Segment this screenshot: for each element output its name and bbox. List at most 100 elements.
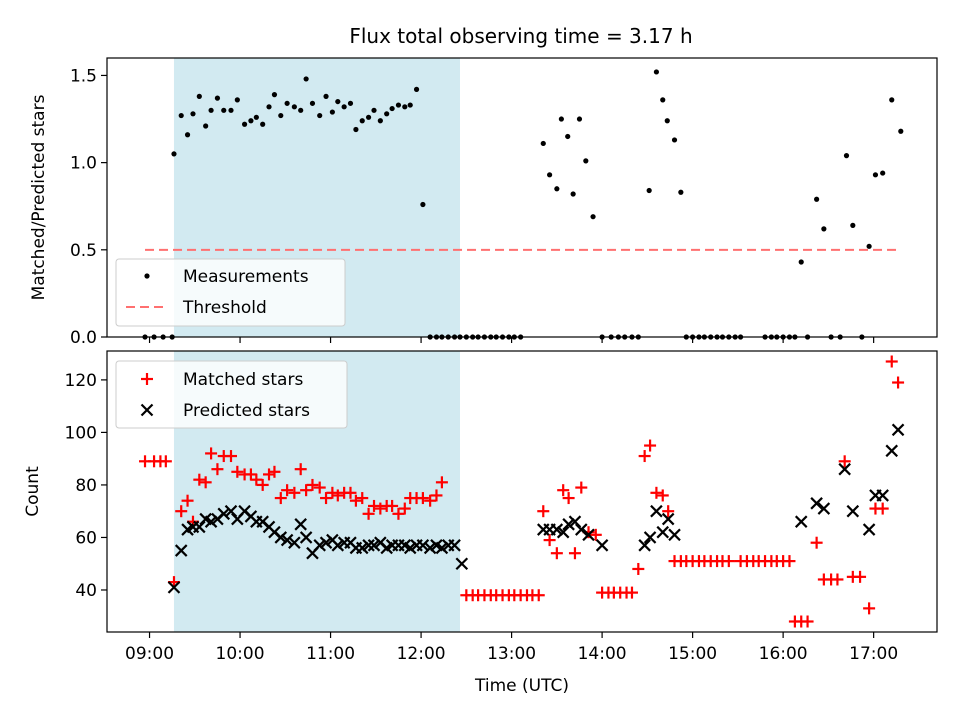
count-y-tick-label: 100 <box>65 423 97 443</box>
measurement-point <box>208 107 214 113</box>
time-x-tick-label: 12:00 <box>397 644 446 664</box>
matched-stars-point <box>575 481 588 494</box>
matched-stars-point <box>435 476 448 489</box>
matched-stars-point <box>356 492 369 505</box>
ratio-y-axis: 0.0 0.5 1.0 1.5 <box>70 66 107 348</box>
measurement-point <box>329 109 335 115</box>
matched-stars-point <box>331 489 344 502</box>
predicted-stars-point <box>455 557 469 570</box>
predicted-stars-point <box>416 539 430 552</box>
matched-stars-point <box>876 502 889 515</box>
time-x-axis: 09:00 10:00 11:00 12:00 13:00 14:00 15:00 16:00… <box>125 632 898 664</box>
measurement-point <box>203 123 209 129</box>
count-y-axis-label: Count <box>23 466 43 517</box>
count-legend: Matched stars Predicted stars <box>115 360 348 429</box>
ratio-y-tick-label: 0.0 <box>70 328 97 348</box>
matched-stars-point <box>885 355 898 368</box>
legend-measurements-label: Measurements <box>183 267 309 287</box>
ratio-y-axis-label: Matched/Predicted stars <box>29 94 49 300</box>
predicted-stars-point <box>556 525 570 539</box>
matched-stars-point <box>193 473 206 486</box>
matched-stars-point <box>368 499 381 512</box>
matched-stars-point <box>557 484 570 497</box>
measurement-point <box>889 97 895 103</box>
measurement-point <box>850 222 856 228</box>
measurement-point <box>184 132 191 138</box>
measurement-point <box>335 98 341 105</box>
time-x-tick-label: 15:00 <box>668 644 717 664</box>
matched-stars-point <box>644 439 657 452</box>
measurement-point <box>843 153 850 159</box>
matched-stars-point <box>398 502 411 515</box>
predicted-stars-point <box>423 541 437 555</box>
measurement-point <box>872 172 879 178</box>
count-panel: 40 60 80 100 120 09:00 10:00 11:00 12:00 13:00 14… <box>23 350 938 696</box>
matched-stars-point <box>430 489 443 502</box>
predicted-stars-point <box>661 512 675 526</box>
matched-stars-point <box>831 573 844 586</box>
matched-stars-point <box>159 455 172 468</box>
count-plot-frame <box>106 350 938 633</box>
matched-stars-point <box>386 499 399 512</box>
predicted-stars-point <box>403 541 417 555</box>
measurement-point <box>898 128 904 134</box>
measurement-point <box>317 112 323 119</box>
legend-measurements-marker <box>144 273 150 279</box>
ratio-plot-frame <box>106 57 938 338</box>
measurement-point <box>284 100 290 106</box>
matched-stars-point <box>288 486 301 499</box>
legend-matched-label: Matched stars <box>183 370 303 390</box>
matched-stars-point <box>205 447 218 460</box>
measurement-point <box>298 107 304 113</box>
count-y-tick-label: 40 <box>75 581 97 601</box>
matched-stars-point <box>550 547 563 560</box>
matched-stars-point <box>801 615 814 628</box>
matched-stars-point <box>783 555 796 568</box>
measurement-point <box>814 196 820 202</box>
matched-stars-point <box>562 492 575 505</box>
time-x-tick-label: 17:00 <box>849 644 898 664</box>
predicted-stars-point <box>280 533 294 547</box>
predicted-stars-point <box>367 539 381 552</box>
measurement-point <box>570 191 576 197</box>
matched-stars-point <box>810 536 823 549</box>
measurement-point <box>880 170 886 176</box>
measurement-point <box>291 104 297 110</box>
matched-stars-point <box>722 555 735 568</box>
predicted-stars-point <box>217 507 231 521</box>
predicted-stars-point <box>319 536 333 549</box>
matched-stars-point <box>300 484 313 497</box>
predicted-stars-point <box>331 539 345 552</box>
measurement-point <box>266 104 272 110</box>
predicted-stars-point <box>299 531 313 544</box>
measurement-point <box>190 111 196 117</box>
predicted-stars-point <box>650 504 663 518</box>
measurement-point <box>377 118 383 124</box>
predicted-stars-point <box>846 504 860 518</box>
predicted-stars-point <box>174 544 188 557</box>
predicted-stars-point <box>862 523 876 536</box>
time-x-axis-label: Time (UTC) <box>474 676 569 696</box>
predicted-stars-point <box>575 523 588 536</box>
time-x-tick-label: 09:00 <box>125 644 174 664</box>
predicted-stars-point <box>288 536 301 549</box>
predicted-stars-point <box>204 515 218 528</box>
matched-stars-point <box>424 494 437 507</box>
predicted-stars-point <box>817 502 831 515</box>
measurement-point <box>395 102 402 108</box>
measurement-point <box>565 133 571 140</box>
measurement-point <box>540 140 546 147</box>
matched-stars-point <box>362 507 375 520</box>
time-x-tick-label: 14:00 <box>578 644 627 664</box>
predicted-stars-point <box>448 539 461 552</box>
predicted-stars-point <box>891 423 905 437</box>
measurement-point <box>420 201 426 208</box>
measurement-point <box>407 102 413 108</box>
measurement-point <box>278 112 284 119</box>
time-x-tick-label: 13:00 <box>487 644 536 664</box>
measurement-point <box>402 104 408 110</box>
measurement-point <box>554 186 560 192</box>
ratio-panel: 0.0 0.5 1.0 1.5 Matched/Predicted stars Mea… <box>29 57 938 348</box>
time-x-tick-label: 16:00 <box>759 644 808 664</box>
